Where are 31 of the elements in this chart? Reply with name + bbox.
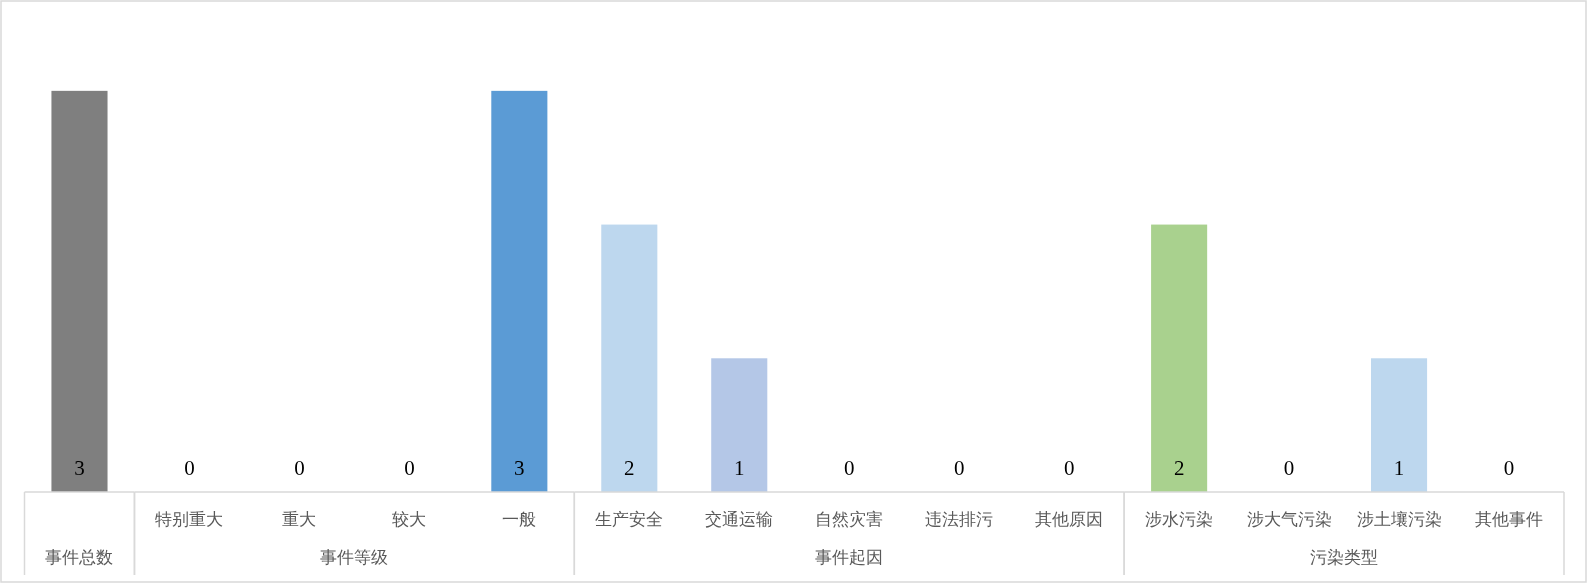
- x-axis-title: 事件等级: [320, 547, 389, 567]
- x-tick-label: 涉大气污染: [1246, 509, 1332, 529]
- data-label: 0: [1283, 456, 1295, 480]
- x-tick-label: 重大: [282, 509, 317, 529]
- x-tick-label: 违法排污: [925, 509, 994, 529]
- data-label: 1: [1393, 456, 1405, 480]
- x-tick-label: 其他事件: [1475, 509, 1544, 529]
- data-label: 3: [514, 456, 525, 480]
- x-tick-label: 涉土壤污染: [1356, 509, 1442, 529]
- x-tick-label: 一般: [502, 509, 537, 529]
- data-label: 0: [953, 456, 965, 480]
- data-label: 0: [184, 456, 195, 480]
- x-axis-title: 事件起因: [815, 547, 884, 567]
- x-tick-label: 生产安全: [595, 509, 664, 529]
- x-tick-label: 涉水污染: [1145, 509, 1214, 529]
- data-label: 1: [734, 456, 745, 480]
- data-label: 0: [294, 456, 305, 480]
- data-label: 2: [624, 456, 635, 480]
- x-tick-label: 其他原因: [1035, 509, 1104, 529]
- data-label: 0: [1063, 456, 1075, 480]
- data-label: 3: [74, 456, 85, 480]
- x-axis-title: 污染类型: [1310, 547, 1379, 567]
- data-label: 0: [404, 456, 415, 480]
- data-label: 0: [1503, 456, 1515, 480]
- x-tick-label: 特别重大: [155, 509, 224, 529]
- x-tick-label: 自然灾害: [815, 509, 884, 529]
- x-tick-label: 交通运输: [705, 509, 774, 529]
- data-label: 0: [843, 456, 855, 480]
- data-label: 2: [1173, 456, 1185, 480]
- x-tick-label: 较大: [392, 509, 427, 529]
- x-tick-label: 事件总数: [45, 547, 114, 567]
